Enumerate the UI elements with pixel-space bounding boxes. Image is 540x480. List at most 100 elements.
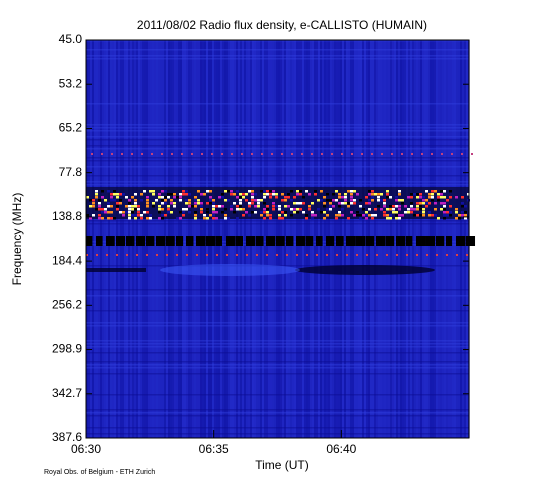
- hstripe: [86, 55, 469, 57]
- stripe: [314, 40, 316, 438]
- burst: [392, 205, 395, 208]
- burst: [284, 211, 287, 214]
- burst: [341, 214, 344, 217]
- burst: [221, 196, 224, 199]
- burst: [224, 214, 227, 217]
- hstripe: [86, 157, 469, 159]
- burst: [149, 217, 152, 220]
- burst: [368, 199, 371, 202]
- dots: [451, 153, 453, 155]
- burst: [185, 202, 188, 205]
- burst: [428, 202, 431, 205]
- burst: [254, 199, 257, 202]
- burst: [260, 214, 263, 217]
- burst: [263, 208, 266, 211]
- burst: [245, 199, 248, 202]
- dots: [241, 153, 243, 155]
- burst: [257, 202, 260, 205]
- stripe: [224, 40, 226, 438]
- dots: [101, 153, 103, 155]
- burst: [122, 193, 125, 196]
- burst: [320, 199, 323, 202]
- hstripe: [86, 136, 469, 138]
- red-dots: [196, 254, 198, 256]
- black-band: [116, 236, 126, 246]
- burst: [410, 208, 413, 211]
- burst: [386, 208, 389, 211]
- burst: [449, 196, 452, 199]
- black-band: [256, 236, 264, 246]
- burst: [344, 199, 347, 202]
- burst: [290, 208, 293, 211]
- burst: [278, 214, 281, 217]
- burst: [317, 199, 320, 202]
- black-band: [296, 236, 306, 246]
- burst: [95, 190, 98, 193]
- red-dots: [236, 254, 238, 256]
- burst: [329, 208, 332, 211]
- burst: [221, 205, 224, 208]
- burst: [338, 205, 341, 208]
- burst: [161, 190, 164, 193]
- burst: [179, 193, 182, 196]
- hstripe: [86, 181, 469, 183]
- burst: [281, 199, 284, 202]
- burst: [386, 214, 389, 217]
- stripe: [194, 40, 196, 438]
- burst: [380, 199, 383, 202]
- burst: [440, 190, 443, 193]
- burst: [200, 193, 203, 196]
- red-dots: [226, 254, 228, 256]
- burst: [275, 205, 278, 208]
- burst: [455, 211, 458, 214]
- red-dots: [456, 254, 458, 256]
- burst: [257, 205, 260, 208]
- stripe: [104, 40, 106, 438]
- burst: [335, 217, 338, 220]
- burst: [326, 199, 329, 202]
- dots: [121, 153, 123, 155]
- burst: [212, 208, 215, 211]
- burst: [377, 205, 380, 208]
- burst: [371, 199, 374, 202]
- burst: [128, 205, 131, 208]
- burst: [251, 202, 254, 205]
- burst: [92, 214, 95, 217]
- burst: [455, 217, 458, 220]
- burst: [413, 214, 416, 217]
- burst: [434, 202, 437, 205]
- y-tick-label: 65.2: [59, 121, 83, 135]
- burst: [431, 199, 434, 202]
- burst: [158, 196, 161, 199]
- burst: [239, 196, 242, 199]
- burst: [161, 208, 164, 211]
- burst: [353, 214, 356, 217]
- burst: [284, 214, 287, 217]
- y-tick-label: 342.7: [52, 386, 82, 400]
- plot-frame: [85, 39, 470, 439]
- burst: [263, 217, 266, 220]
- burst: [437, 196, 440, 199]
- burst: [440, 202, 443, 205]
- burst: [269, 214, 272, 217]
- burst: [296, 202, 299, 205]
- hstripe: [86, 409, 469, 411]
- dots: [161, 153, 163, 155]
- x-tick-label: 06:40: [326, 442, 356, 456]
- black-band: [326, 236, 335, 246]
- dots: [261, 153, 263, 155]
- burst: [260, 190, 263, 193]
- burst: [365, 202, 368, 205]
- burst: [398, 205, 401, 208]
- burst: [464, 217, 467, 220]
- burst: [299, 193, 302, 196]
- burst: [395, 199, 398, 202]
- y-tick-label: 256.2: [52, 298, 82, 312]
- burst: [215, 211, 218, 214]
- burst: [227, 199, 230, 202]
- stripe: [294, 40, 296, 438]
- burst: [353, 199, 356, 202]
- burst: [92, 205, 95, 208]
- burst: [116, 208, 119, 211]
- burst: [443, 196, 446, 199]
